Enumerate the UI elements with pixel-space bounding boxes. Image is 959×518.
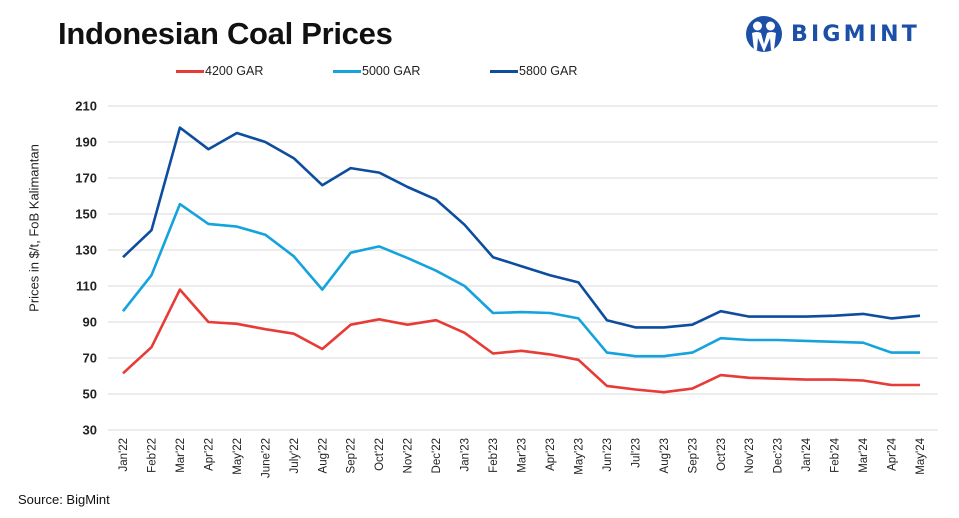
x-tick-label: Aug'22: [317, 438, 329, 473]
x-tick-label: Mar'24: [858, 437, 870, 472]
x-tick-label: Nov'23: [744, 438, 756, 473]
x-tick-label: Mar'22: [175, 438, 187, 473]
series-lines: [121, 126, 921, 394]
source-note: Source: BigMint: [18, 492, 110, 507]
x-tick-label: May'22: [232, 438, 244, 475]
y-tick-label: 130: [75, 243, 97, 258]
x-tick-label: Feb'23: [488, 438, 500, 473]
x-tick-label: July'22: [289, 438, 301, 473]
y-axis-ticks: 30 50 70 90 110 130 150 170 190 210: [75, 99, 97, 438]
legend-swatch-5000: [333, 69, 361, 73]
x-tick-label: June'22: [260, 438, 272, 478]
x-tick-label: Dec'22: [431, 438, 443, 473]
y-tick-label: 210: [75, 99, 97, 114]
bigmint-logo: BIGMINT: [745, 14, 920, 54]
x-tick-label: Feb'24: [830, 437, 842, 472]
x-tick-label: Apr'22: [203, 438, 215, 471]
legend-item-4200: 4200 GAR: [176, 64, 263, 78]
x-tick-label: Apr'23: [545, 438, 557, 471]
x-tick-label: Jan'24: [801, 437, 813, 471]
y-tick-label: 170: [75, 171, 97, 186]
x-tick-label: Feb'22: [146, 438, 158, 473]
y-tick-label: 110: [76, 279, 97, 294]
y-tick-label: 150: [75, 207, 97, 222]
x-tick-label: Jul'23: [630, 438, 642, 468]
x-tick-label: Aug'23: [659, 438, 671, 473]
y-tick-label: 50: [83, 387, 97, 402]
x-tick-label: Jan'23: [460, 438, 472, 472]
legend-swatch-5800: [490, 69, 518, 73]
brand-name: BIGMINT: [791, 21, 920, 47]
x-tick-label: Nov'22: [403, 438, 415, 473]
legend-label-5000: 5000 GAR: [362, 64, 421, 78]
x-tick-label: Jan'22: [118, 438, 130, 472]
x-axis-ticks: Jan'22 Feb'22 Mar'22 Apr'22 May'22 June'22 Jul…: [118, 437, 927, 478]
legend-item-5000: 5000 GAR: [333, 64, 420, 78]
x-tick-label: Apr'24: [887, 437, 899, 470]
x-tick-label: Sep'22: [346, 438, 358, 473]
y-tick-label: 30: [83, 423, 97, 438]
y-tick-label: 90: [83, 315, 97, 330]
x-tick-label: Sep'23: [687, 438, 699, 473]
x-tick-label: Dec'23: [773, 438, 785, 473]
x-tick-label: May'23: [573, 438, 585, 475]
gridlines: [108, 105, 938, 431]
x-tick-label: Oct'23: [716, 438, 728, 471]
x-tick-label: Mar'23: [517, 438, 529, 473]
x-tick-label: Jun'23: [602, 438, 614, 472]
legend-item-5800: 5800 GAR: [490, 64, 577, 78]
y-tick-label: 190: [75, 135, 97, 150]
series-line-5000-gar: [121, 202, 920, 358]
y-tick-label: 70: [83, 351, 97, 366]
x-tick-label: Oct'22: [374, 438, 386, 471]
legend-swatch-4200: [176, 69, 204, 73]
chart-legend: 4200 GAR 5000 GAR 5800 GAR: [0, 64, 959, 84]
x-tick-label: May'24: [915, 437, 927, 474]
legend-label-5800: 5800 GAR: [519, 64, 578, 78]
bigmint-logo-icon: [746, 16, 782, 52]
legend-label-4200: 4200 GAR: [205, 64, 264, 78]
chart-title: Indonesian Coal Prices: [58, 16, 393, 51]
